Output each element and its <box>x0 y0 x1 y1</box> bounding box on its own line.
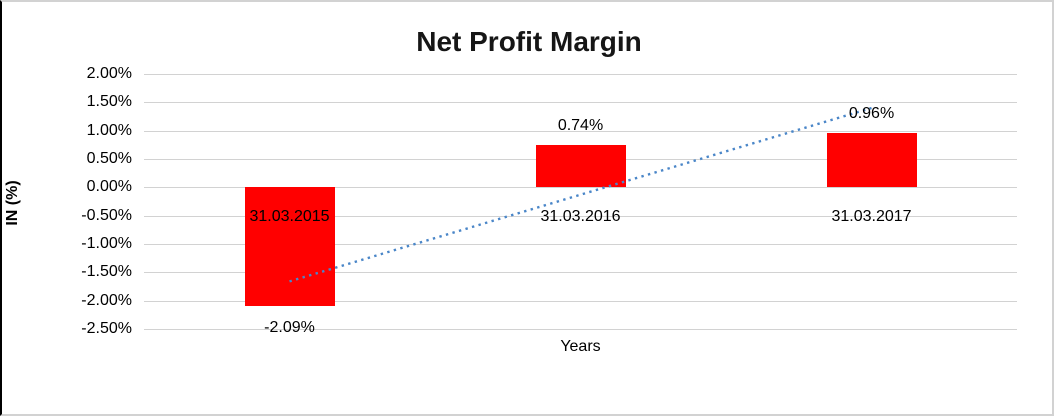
y-tick-label: -0.50% <box>81 206 132 224</box>
gridline <box>144 74 1017 75</box>
y-tick-label: -2.50% <box>81 320 132 337</box>
data-label: 0.96% <box>848 104 895 122</box>
x-axis-title: Years <box>560 338 601 355</box>
gridline <box>144 300 1017 302</box>
x-category-label: 31.03.2016 <box>540 208 621 225</box>
y-tick-label: 0.50% <box>86 150 132 167</box>
y-tick-label: 0.00% <box>86 178 132 196</box>
chart-title: Net Profit Margin <box>416 26 642 57</box>
bar-31.03.2016[interactable] <box>535 145 626 188</box>
y-axis-title: IN (%) <box>4 180 21 226</box>
gridline <box>144 329 1017 330</box>
y-tick-label: -2.00% <box>81 291 132 309</box>
x-category-label: 31.03.2015 <box>249 208 330 225</box>
gridline <box>144 102 1017 104</box>
bar-31.03.2017[interactable] <box>826 132 917 188</box>
x-category-label: 31.03.2017 <box>831 208 912 225</box>
y-tick-label: 2.00% <box>86 65 132 82</box>
y-tick-label: -1.00% <box>81 235 132 252</box>
y-tick-label: 1.00% <box>86 121 132 139</box>
data-label: -2.09% <box>264 318 315 336</box>
bar-31.03.2015[interactable] <box>244 187 335 306</box>
y-tick-label: 1.50% <box>86 93 132 111</box>
y-tick-label: -1.50% <box>81 263 132 281</box>
data-label: 0.74% <box>557 117 604 135</box>
